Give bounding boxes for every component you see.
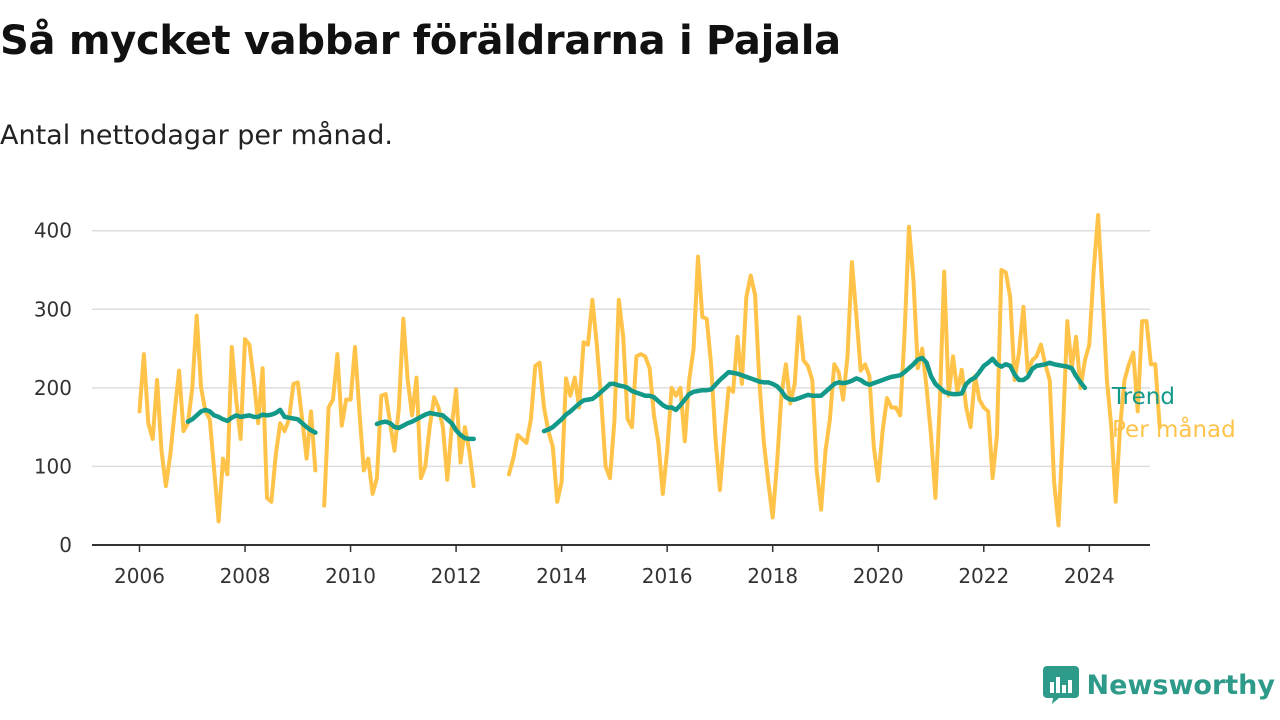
y-tick: 400: [34, 219, 72, 243]
series-per-m-nad: [137, 213, 1162, 528]
x-tick-label: 2014: [536, 564, 587, 588]
chart-bubble-icon: [1042, 666, 1079, 704]
x-tick: 2012: [431, 545, 482, 588]
x-tick-label: 2018: [747, 564, 798, 588]
y-tick: 200: [34, 376, 72, 400]
x-tick-label: 2016: [642, 564, 693, 588]
y-tick: 100: [34, 454, 72, 478]
y-tick-label: 400: [34, 219, 72, 243]
x-tick-label: 2024: [1064, 564, 1115, 588]
series-lines: [137, 213, 1162, 528]
y-tick-label: 0: [59, 533, 72, 557]
series-line-per-m-nad: [137, 213, 1162, 528]
legend-label-trend: Trend: [1111, 384, 1175, 410]
x-tick-label: 2010: [325, 564, 376, 588]
y-tick: 300: [34, 297, 72, 321]
x-tick: 2014: [536, 545, 587, 588]
x-tick: 2020: [853, 545, 904, 588]
newsworthy-logo: Newsworthy: [1042, 666, 1275, 704]
x-tick-label: 2006: [114, 564, 165, 588]
brand-name: Newsworthy: [1086, 669, 1275, 701]
x-tick-label: 2012: [431, 564, 482, 588]
x-tick: 2018: [747, 545, 798, 588]
series-line-trend: [185, 355, 1088, 442]
x-tick: 2006: [114, 545, 165, 588]
x-tick-label: 2020: [853, 564, 904, 588]
x-tick-label: 2008: [220, 564, 271, 588]
x-tick: 2016: [642, 545, 693, 588]
series-trend: [185, 355, 1088, 442]
x-tick: 2024: [1064, 545, 1115, 588]
y-tick: 0: [59, 533, 72, 557]
x-tick: 2022: [958, 545, 1009, 588]
x-tick: 2010: [325, 545, 376, 588]
axes: 0 100 200 300 400 2006 2008 2010 2012 2014 2016 201…: [34, 219, 1150, 588]
legend: Trend Per månad: [1111, 384, 1236, 443]
x-tick-label: 2022: [958, 564, 1009, 588]
chart-subtitle: Antal nettodagar per månad.: [0, 120, 393, 151]
y-tick-label: 200: [34, 376, 72, 400]
y-tick-label: 100: [34, 454, 72, 478]
y-tick-label: 300: [34, 297, 72, 321]
legend-label-per-manad: Per månad: [1112, 415, 1236, 443]
chart-title: Så mycket vabbar föräldrarna i Pajala: [0, 18, 841, 64]
x-tick: 2008: [220, 545, 271, 588]
